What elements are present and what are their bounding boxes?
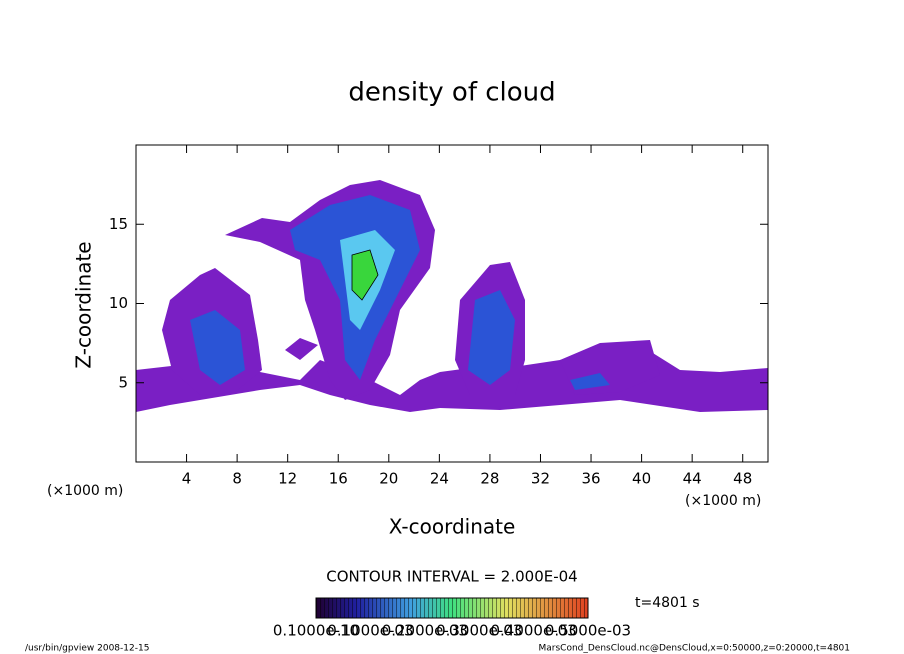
- x-tick-label: 28: [480, 470, 499, 488]
- colorbar-labels: 0.1000e-100.1000e-030.2000e-030.3000e-03…: [273, 622, 631, 640]
- x-tick-label: 8: [232, 470, 242, 488]
- footer-left: /usr/bin/gpview 2008-12-15: [25, 644, 149, 654]
- x-tick-label: 4: [182, 470, 192, 488]
- time-label: t=4801 s: [635, 595, 700, 611]
- y-tick-label: 15: [109, 215, 128, 233]
- x-tick-label: 16: [329, 470, 348, 488]
- x-tick-label: 40: [632, 470, 651, 488]
- x-tick-label: 24: [430, 470, 449, 488]
- x-tick-label: 44: [683, 470, 702, 488]
- y-axis-label: Z-coordinate: [72, 241, 96, 368]
- y-tick-label: 10: [109, 294, 128, 312]
- x-unit-right: (×1000 m): [685, 493, 761, 509]
- x-tick-label: 20: [379, 470, 398, 488]
- contour-note: CONTOUR INTERVAL = 2.000E-04: [326, 568, 577, 586]
- x-axis-label: X-coordinate: [389, 515, 516, 539]
- y-tick-label: 5: [118, 373, 128, 391]
- colorbar-label: 0.5000e-03: [545, 622, 631, 640]
- cloud-field: [136, 180, 768, 412]
- colorbar-label: 0.2000e-03: [382, 622, 468, 640]
- colorbar-label: 0.4000e-03: [490, 622, 576, 640]
- x-tick-label: 48: [733, 470, 752, 488]
- x-tick-label: 36: [581, 470, 600, 488]
- colorbar-label: 0.1000e-10: [273, 622, 359, 640]
- x-tick-label: 32: [531, 470, 550, 488]
- colorbar-frame: [315, 597, 589, 619]
- colorbar-label: 0.3000e-03: [436, 622, 522, 640]
- footer-right: MarsCond_DensCloud.nc@DensCloud,x=0:5000…: [539, 644, 851, 654]
- colorbar-label: 0.1000e-03: [327, 622, 413, 640]
- x-tick-label: 12: [278, 470, 297, 488]
- x-unit-left: (×1000 m): [47, 483, 123, 499]
- title: density of cloud: [348, 78, 555, 108]
